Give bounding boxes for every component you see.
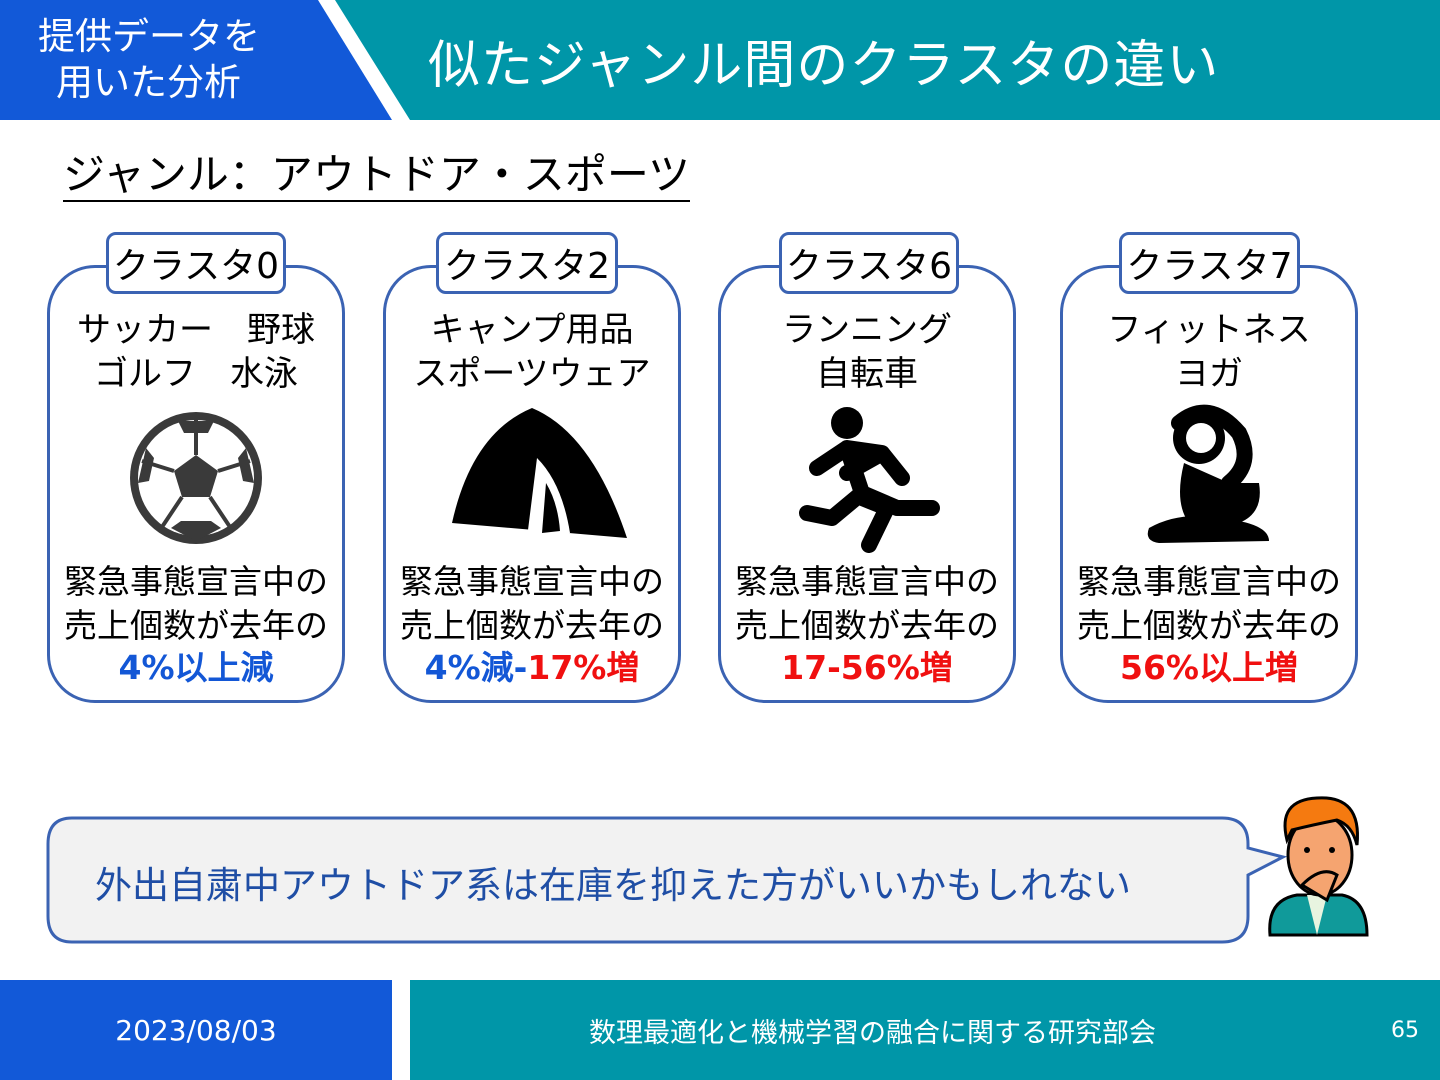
cluster-desc-line1: 緊急事態宣言中の	[1077, 562, 1341, 601]
runner-icon	[799, 407, 940, 553]
cluster-card-7: フィットネス ヨガ 緊急事態宣言中の 売上個数が去年の 56%以上増	[1060, 265, 1358, 703]
slide-title: 似たジャンル間のクラスタの違い	[428, 35, 1220, 96]
cluster-result: 17-56%増	[721, 646, 1013, 690]
result-increase: 17%増	[527, 648, 640, 687]
result-decrease: 4%以上減	[118, 648, 274, 687]
section-label: 提供データを 用いた分析	[0, 0, 400, 120]
cluster-card-2: キャンプ用品 スポーツウェア 緊急事態宣言中の 売上個数が去年の 4%減-17%…	[383, 265, 681, 703]
cluster-genres: サッカー 野球 ゴルフ 水泳	[77, 310, 315, 394]
speech-bubble	[46, 816, 1288, 944]
cluster-card-6: ランニング 自転車 緊急事態宣言中の 売上個数が去年の 17-56%増	[718, 265, 1016, 703]
section-label-line2: 用いた分析	[56, 61, 241, 104]
soccer-ball-icon	[130, 412, 262, 544]
cluster-desc-line2: 売上個数が去年の	[64, 606, 328, 645]
footer-background	[0, 980, 1440, 1080]
thinking-man-icon	[1268, 796, 1369, 937]
cluster-tag-2: クラスタ2	[436, 232, 618, 294]
cluster-result: 4%以上減	[50, 646, 342, 690]
header-background	[0, 0, 1440, 120]
cluster-tag-6: クラスタ6	[779, 232, 959, 294]
cluster-desc-line2: 売上個数が去年の	[735, 606, 999, 645]
cluster-result: 4%減-17%増	[386, 646, 678, 690]
cluster-desc-line2: 売上個数が去年の	[1077, 606, 1341, 645]
cluster-desc-line1: 緊急事態宣言中の	[64, 562, 328, 601]
result-increase: 17-56%増	[781, 648, 953, 687]
footer-date: 2023/08/03	[115, 1013, 277, 1047]
cluster-tag-0: クラスタ0	[106, 232, 286, 294]
cluster-desc-line2: 売上個数が去年の	[400, 606, 664, 645]
page-number: 65	[1391, 1017, 1419, 1043]
cluster-genres: キャンプ用品 スポーツウェア	[413, 310, 651, 394]
yoga-icon	[1147, 404, 1269, 543]
bubble-text: 外出自粛中アウトドア系は在庫を抑えた方がいいかもしれない	[95, 864, 1131, 907]
result-increase: 56%以上増	[1120, 648, 1298, 687]
cluster-desc-line1: 緊急事態宣言中の	[400, 562, 664, 601]
cluster-tag-7: クラスタ7	[1119, 232, 1300, 294]
footer-title: 数理最適化と機械学習の融合に関する研究部会	[589, 1017, 1156, 1049]
cluster-genres: フィットネス ヨガ	[1107, 310, 1311, 394]
cluster-result: 56%以上増	[1063, 646, 1355, 690]
cluster-card-0: サッカー 野球 ゴルフ 水泳 緊急事態宣言中の 売上個数が去年の 4%以上減	[47, 265, 345, 703]
cluster-genres: ランニング 自転車	[782, 310, 952, 394]
cluster-desc-line1: 緊急事態宣言中の	[735, 562, 999, 601]
genre-label: ジャンル：アウトドア・スポーツ	[63, 150, 691, 202]
result-decrease: 4%減-	[424, 648, 528, 687]
tent-icon	[452, 408, 627, 538]
section-label-line1: 提供データを	[38, 15, 260, 58]
